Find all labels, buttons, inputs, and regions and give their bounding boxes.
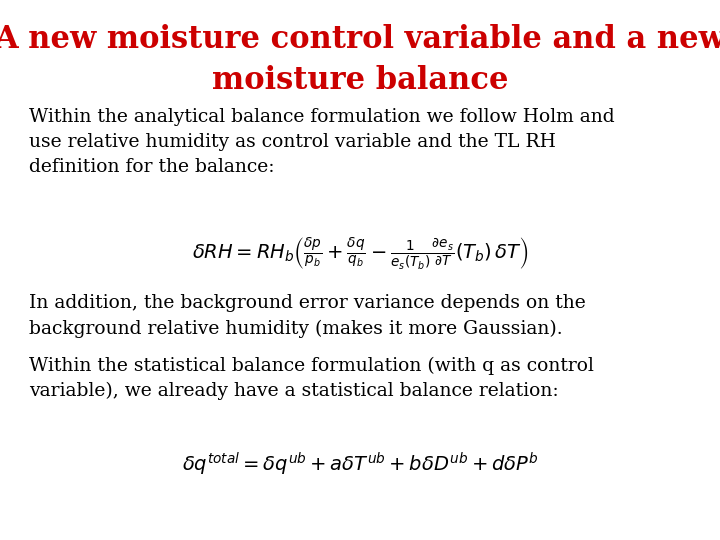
- Text: $\delta q^{total} = \delta q^{ub} + a\delta T^{ub} + b\delta D^{ub} + d\delta P^: $\delta q^{total} = \delta q^{ub} + a\de…: [181, 451, 539, 478]
- Text: In addition, the background error variance depends on the
background relative hu: In addition, the background error varian…: [29, 294, 585, 338]
- Text: A new moisture control variable and a new: A new moisture control variable and a ne…: [0, 24, 720, 55]
- Text: Within the analytical balance formulation we follow Holm and
use relative humidi: Within the analytical balance formulatio…: [29, 108, 614, 176]
- Text: moisture balance: moisture balance: [212, 65, 508, 96]
- Text: $\delta RH = RH_b \left( \frac{\delta p}{p_b} + \frac{\delta q}{q_b} - \frac{1}{: $\delta RH = RH_b \left( \frac{\delta p}…: [192, 235, 528, 271]
- Text: Within the statistical balance formulation (with q as control
variable), we alre: Within the statistical balance formulati…: [29, 356, 594, 400]
